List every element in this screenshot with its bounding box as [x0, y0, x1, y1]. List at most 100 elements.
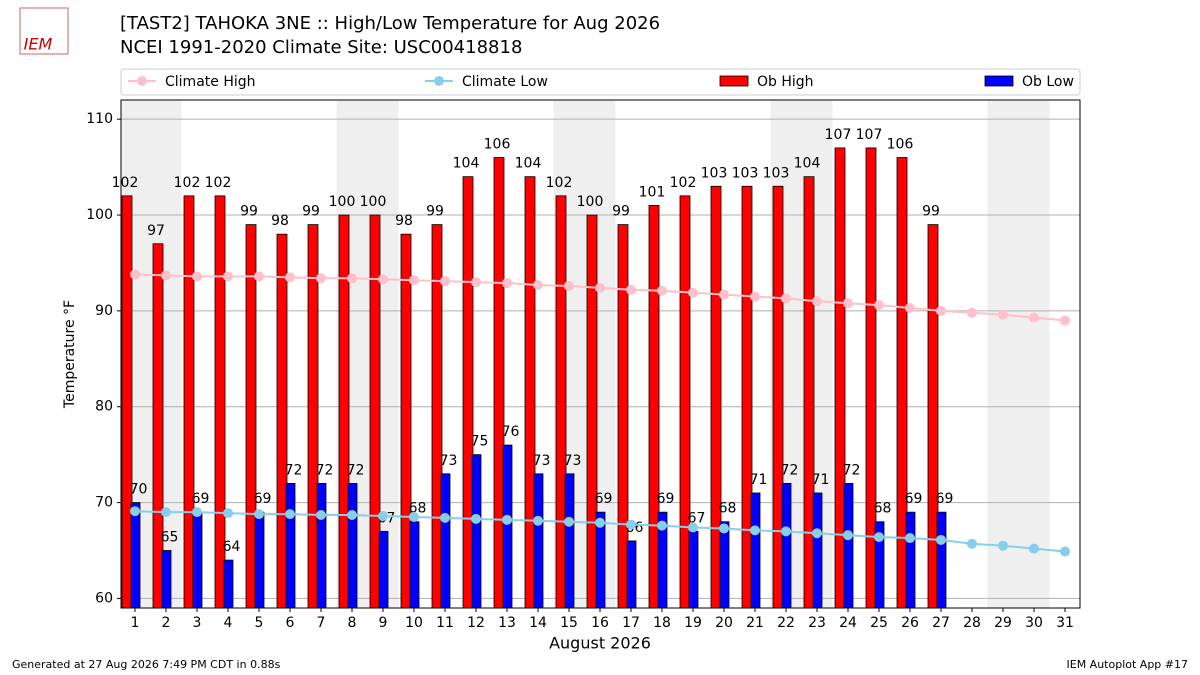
x-tick-label: 28: [963, 615, 981, 631]
bar-value-label: 100: [577, 194, 604, 210]
point: [316, 510, 326, 521]
point: [192, 271, 202, 282]
point: [595, 282, 605, 293]
bar-value-label: 65: [161, 529, 179, 545]
bar-value-label: 70: [130, 482, 148, 498]
point: [657, 520, 667, 531]
bar-value-label: 98: [395, 213, 413, 229]
bar-value-label: 69: [595, 491, 613, 507]
point: [130, 269, 140, 280]
bar-value-label: 99: [426, 204, 444, 220]
x-tick-label: 9: [379, 615, 388, 631]
bar-value-label: 100: [360, 194, 387, 210]
point: [812, 528, 822, 539]
bar-value-label: 102: [205, 175, 232, 191]
bar: [648, 205, 660, 609]
bar: [183, 195, 195, 609]
x-tick-label: 16: [591, 615, 609, 631]
bar-value-label: 73: [564, 453, 582, 469]
point: [254, 509, 264, 520]
point: [378, 510, 388, 521]
footer-left: Generated at 27 Aug 2026 7:49 PM CDT in …: [12, 658, 281, 671]
point: [967, 538, 977, 549]
bar-value-label: 68: [874, 501, 892, 517]
footer-right: IEM Autoplot App #17: [1067, 658, 1189, 671]
bar: [843, 482, 854, 609]
bar-value-label: 69: [254, 491, 272, 507]
point: [347, 510, 357, 521]
bar: [927, 224, 939, 609]
bar-value-label: 64: [223, 539, 241, 555]
bar: [245, 224, 257, 609]
point: [781, 293, 791, 304]
x-tick-label: 7: [317, 615, 326, 631]
point: [471, 513, 481, 524]
point: [936, 305, 946, 316]
x-tick-label: 11: [436, 615, 454, 631]
point: [967, 307, 977, 318]
x-tick-label: 4: [224, 615, 233, 631]
x-tick-label: 8: [348, 615, 357, 631]
y-tick-label: 60: [95, 590, 113, 606]
point: [192, 507, 202, 518]
bar-value-label: 99: [302, 204, 320, 220]
point: [595, 517, 605, 528]
x-tick-label: 15: [560, 615, 578, 631]
point: [719, 289, 729, 300]
bar-value-label: 103: [763, 165, 790, 181]
bar: [316, 482, 327, 609]
bar: [254, 511, 265, 609]
point: [1029, 312, 1039, 323]
bar-value-label: 102: [670, 175, 697, 191]
point: [998, 309, 1008, 320]
bar-value-label: 106: [887, 137, 914, 153]
bar-value-label: 68: [719, 501, 737, 517]
bar: [161, 550, 172, 609]
point: [502, 278, 512, 289]
y-tick-label: 90: [95, 303, 113, 319]
bar-value-label: 99: [922, 204, 940, 220]
bar: [369, 214, 381, 609]
bar: [524, 176, 536, 609]
bar: [772, 185, 784, 609]
bar-value-label: 72: [316, 462, 334, 478]
x-tick-label: 13: [498, 615, 516, 631]
bar: [688, 530, 699, 609]
bar-value-label: 73: [440, 453, 458, 469]
point: [502, 514, 512, 525]
highlight-band: [987, 100, 1019, 608]
point: [1029, 543, 1039, 554]
bar-value-label: 98: [271, 213, 289, 229]
y-tick-label: 100: [86, 207, 113, 223]
bar-value-label: 69: [905, 491, 923, 507]
legend-marker: [137, 76, 147, 86]
bar-value-label: 102: [546, 175, 573, 191]
y-tick-label: 110: [86, 111, 113, 127]
point: [285, 272, 295, 283]
bar-value-label: 72: [347, 462, 365, 478]
point: [285, 509, 295, 520]
bar-value-label: 104: [453, 156, 480, 172]
bar: [502, 444, 513, 609]
bar-value-label: 99: [240, 204, 258, 220]
x-tick-label: 5: [255, 615, 264, 631]
bar: [710, 185, 722, 609]
x-tick-label: 2: [162, 615, 171, 631]
x-tick-label: 25: [870, 615, 888, 631]
bar: [555, 195, 567, 609]
logo-text: IEM: [24, 35, 53, 54]
bar: [121, 195, 133, 609]
point: [750, 525, 760, 536]
bar: [347, 482, 358, 609]
x-tick-label: 3: [193, 615, 202, 631]
point: [378, 274, 388, 285]
bar-value-label: 99: [612, 204, 630, 220]
x-tick-label: 26: [901, 615, 919, 631]
point: [688, 287, 698, 298]
bar: [471, 454, 482, 609]
legend-marker: [434, 76, 444, 86]
point: [905, 533, 915, 544]
bar: [307, 224, 319, 609]
bar: [400, 233, 412, 609]
bar-value-label: 103: [732, 165, 759, 181]
